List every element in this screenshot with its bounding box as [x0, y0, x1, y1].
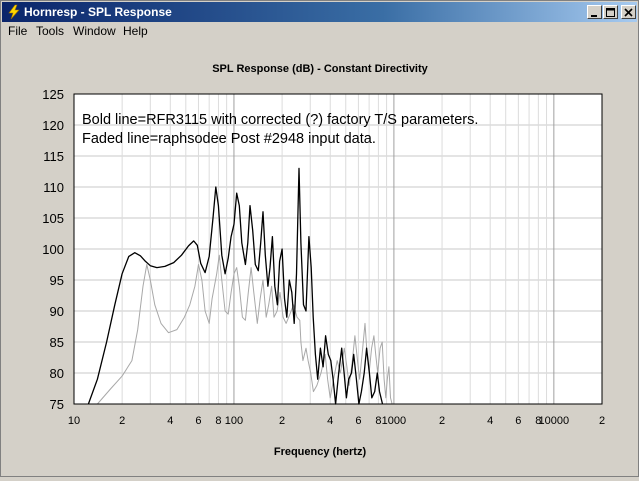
title-bar[interactable]: Hornresp - SPL Response	[2, 2, 637, 22]
y-tick-label: 115	[43, 149, 64, 164]
y-tick-label: 85	[50, 335, 64, 350]
menu-file[interactable]: File	[8, 24, 28, 38]
x-tick-label: 1000	[382, 415, 406, 427]
y-tick-label: 110	[43, 180, 64, 195]
minimize-button[interactable]	[587, 5, 602, 19]
y-tick-label: 80	[50, 366, 64, 381]
x-tick-label: 10000	[539, 415, 570, 427]
y-tick-label: 75	[50, 397, 64, 412]
y-tick-label: 90	[50, 304, 64, 319]
annotation-bold-line: Bold line=RFR3115 with corrected (?) fac…	[82, 112, 478, 128]
x-tick-label: 2	[279, 415, 285, 427]
x-tick-label: 6	[195, 415, 201, 427]
menu-tools[interactable]: Tools	[36, 24, 65, 38]
y-tick-label: 125	[42, 87, 64, 102]
close-icon	[624, 8, 633, 17]
menu-help[interactable]: Help	[123, 24, 148, 38]
window-title: Hornresp - SPL Response	[24, 5, 172, 19]
x-tick-label: 4	[327, 415, 333, 427]
menu-bar: File Tools Window Help	[2, 22, 637, 40]
chart-title: SPL Response (dB) - Constant Directivity	[212, 63, 428, 75]
x-tick-label: 2	[119, 415, 125, 427]
x-tick-label: 2	[599, 415, 605, 427]
series-line-bold	[87, 167, 384, 405]
y-tick-label: 95	[50, 273, 64, 288]
x-tick-label: 4	[167, 415, 173, 427]
grid	[73, 93, 603, 405]
series-line-faded	[97, 254, 393, 405]
x-tick-label: 10	[68, 415, 80, 427]
maximize-icon	[606, 8, 615, 17]
chart-area: SPL Response (dB) - Constant Directivity…	[2, 41, 637, 476]
plot-frame	[73, 93, 603, 405]
x-tick-label: 8	[375, 415, 381, 427]
close-button[interactable]	[621, 5, 636, 19]
minimize-icon	[591, 15, 597, 17]
maximize-button[interactable]	[603, 5, 618, 19]
x-tick-label: 2	[439, 415, 445, 427]
x-tick-label: 4	[487, 415, 493, 427]
y-tick-label: 100	[42, 242, 64, 257]
spl-chart: SPL Response (dB) - Constant Directivity…	[42, 63, 605, 458]
y-axis: 125 120 115 110 105 100 95 90 85 80 75	[42, 87, 64, 412]
y-tick-label: 105	[42, 211, 64, 226]
x-axis-label: Frequency (hertz)	[274, 446, 367, 458]
lightning-icon	[8, 4, 20, 20]
x-tick-label: 6	[515, 415, 521, 427]
annotation-faded-line: Faded line=raphsodee Post #2948 input da…	[82, 131, 376, 147]
x-tick-label: 8	[535, 415, 541, 427]
y-tick-label: 120	[42, 118, 64, 133]
x-tick-label: 100	[225, 415, 243, 427]
series-layer	[87, 167, 393, 405]
x-tick-label: 8	[215, 415, 221, 427]
x-tick-label: 6	[355, 415, 361, 427]
menu-window[interactable]: Window	[73, 24, 116, 38]
